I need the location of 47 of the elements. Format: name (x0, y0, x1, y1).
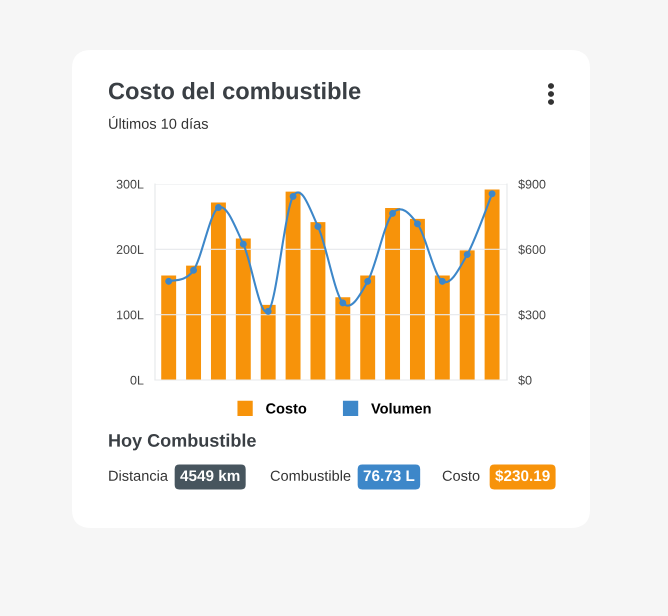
point (364, 278, 372, 285)
bar (161, 275, 176, 380)
bar (385, 208, 400, 380)
bar (186, 266, 202, 380)
point (414, 220, 421, 228)
bar (410, 218, 425, 380)
bar (335, 297, 350, 380)
chart-subtitle: Últimos 10 días (109, 116, 208, 129)
y-tick-label: 0L (130, 376, 144, 385)
bar (236, 238, 251, 380)
bar (286, 192, 301, 380)
point (165, 278, 172, 285)
text: 76.73 L (364, 470, 414, 482)
y-tick-label: 100L (117, 310, 144, 320)
legend-label: Costo (266, 403, 306, 414)
text: Costo (442, 470, 480, 481)
point (389, 210, 396, 217)
point (264, 308, 272, 315)
point (290, 192, 297, 200)
point (314, 222, 322, 230)
point (339, 299, 346, 306)
text: $230.19 (495, 470, 550, 482)
y2-tick-label: $0 (518, 375, 532, 386)
bar (360, 275, 376, 380)
bar (260, 304, 276, 380)
text: Hoy Combustible (109, 434, 256, 450)
y-tick-label: 300L (116, 180, 144, 189)
y2-tick-label: $600 (518, 244, 546, 255)
bar (210, 202, 226, 380)
y-tick-label: 200L (116, 245, 144, 254)
y2-tick-label: $300 (518, 310, 546, 320)
point (464, 251, 471, 258)
point (190, 266, 198, 274)
y2-tick-label: $900 (518, 179, 546, 190)
chart-title: Costo del combustible (108, 82, 360, 100)
text: 4549 km (180, 470, 240, 482)
legend-label: Volumen (371, 402, 431, 414)
bar (460, 250, 475, 380)
bar (310, 222, 326, 380)
point (214, 204, 222, 211)
bar (484, 189, 500, 380)
point (488, 190, 496, 198)
point (240, 240, 247, 248)
text: Combustible (270, 470, 350, 481)
text: Distancia (109, 470, 168, 481)
point (438, 278, 446, 285)
bar (434, 275, 450, 380)
